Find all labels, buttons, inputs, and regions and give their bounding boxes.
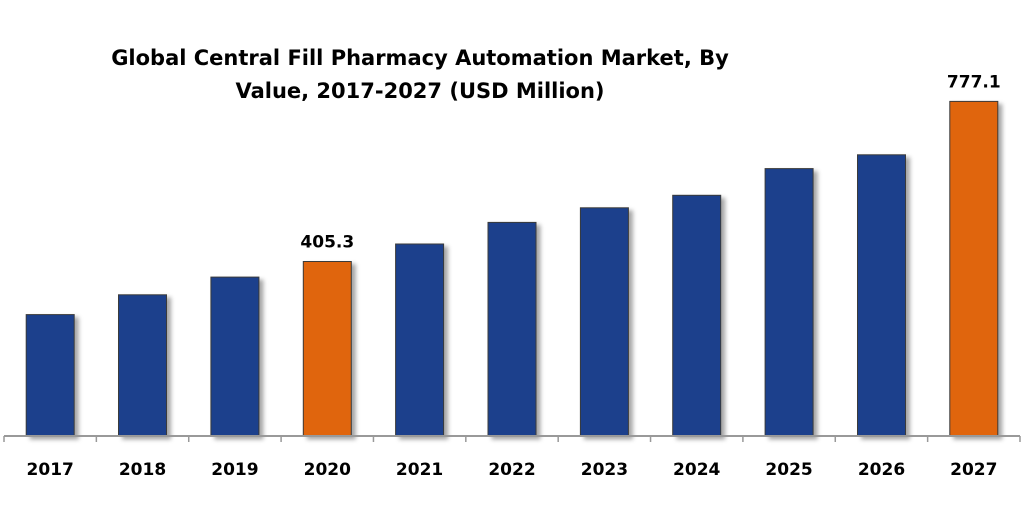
x-tick-label-2022: 2022 <box>488 460 535 480</box>
bars-layer <box>25 100 999 437</box>
x-tick-label-2018: 2018 <box>119 460 166 480</box>
x-tick-label-2027: 2027 <box>950 460 997 480</box>
bar-2020 <box>302 261 352 437</box>
chart-title: Global Central Fill Pharmacy Automation … <box>40 42 800 108</box>
x-axis-ticks <box>3 436 1021 442</box>
bar-2026 <box>857 154 906 437</box>
chart-title-line-2: Value, 2017-2027 (USD Million) <box>235 79 605 103</box>
bar-2027 <box>949 100 999 437</box>
bar-2025 <box>764 168 814 437</box>
x-axis-tick-labels: 2017 2018 2019 2020 2021 2022 2023 2024 2025 2026… <box>27 460 998 480</box>
x-tick-label-2021: 2021 <box>396 460 443 480</box>
data-labels: 405.3 777.1 <box>300 72 1000 252</box>
data-label-2020: 405.3 <box>300 233 354 253</box>
bar-2024 <box>672 194 722 437</box>
bar-2022 <box>487 221 537 437</box>
data-label-2027: 777.1 <box>947 72 1001 92</box>
x-tick-label-2025: 2025 <box>765 460 812 480</box>
x-tick-label-2019: 2019 <box>211 460 258 480</box>
x-tick-label-2017: 2017 <box>27 460 74 480</box>
bar-2018 <box>118 294 167 437</box>
x-tick-label-2023: 2023 <box>581 460 628 480</box>
x-tick-label-2020: 2020 <box>304 460 351 480</box>
bar-2019 <box>210 276 260 437</box>
x-tick-label-2024: 2024 <box>673 460 720 480</box>
bar-2023 <box>579 207 629 437</box>
bar-2021 <box>395 243 445 437</box>
chart-title-line-1: Global Central Fill Pharmacy Automation … <box>111 46 729 70</box>
bar-2017 <box>25 314 75 437</box>
x-tick-label-2026: 2026 <box>858 460 905 480</box>
